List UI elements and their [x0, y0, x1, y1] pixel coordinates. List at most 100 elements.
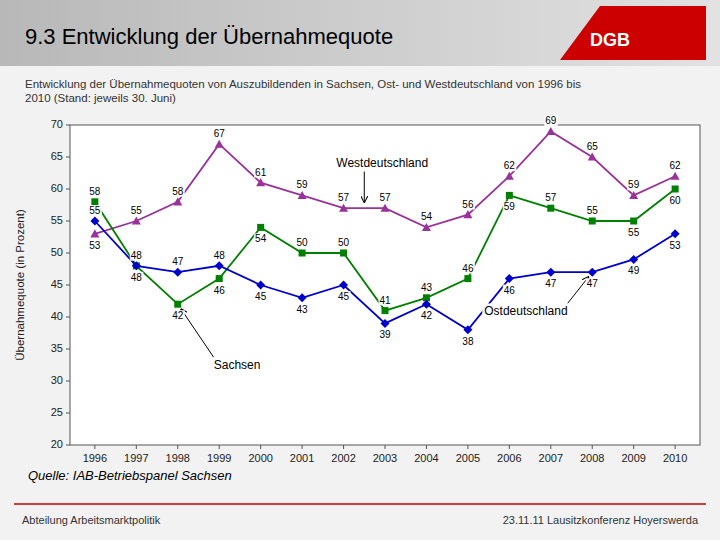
data-label-bg — [669, 240, 683, 251]
x-tick-label: 2002 — [331, 452, 355, 464]
x-tick — [260, 445, 261, 449]
data-label-text: 62 — [504, 160, 516, 171]
marker-diamond — [588, 268, 597, 277]
data-label: 60 — [669, 195, 683, 206]
marker-diamond — [381, 319, 390, 328]
marker-diamond — [505, 274, 514, 283]
data-label: 47 — [586, 278, 600, 289]
marker-triangle — [588, 153, 597, 161]
y-tick — [66, 285, 70, 286]
marker-diamond — [256, 281, 265, 290]
data-label: 59 — [503, 201, 517, 212]
y-tick — [66, 445, 70, 446]
y-tick-label: 60 — [51, 182, 63, 194]
x-tick — [94, 445, 95, 449]
series-annotation-text: Westdeutschland — [336, 156, 428, 170]
data-label-text: 45 — [338, 291, 350, 302]
data-label: 48 — [130, 272, 144, 283]
series-annotation: Ostdeutschland — [482, 303, 569, 319]
data-label-bg — [254, 233, 268, 244]
marker-diamond — [422, 300, 431, 309]
data-label: 54 — [254, 233, 268, 244]
data-label-bg — [503, 160, 517, 171]
marker-diamond — [546, 268, 555, 277]
marker-square — [630, 218, 637, 225]
data-label-bg — [378, 192, 392, 203]
data-label: 38 — [461, 336, 475, 347]
x-tick-label: 2000 — [248, 452, 272, 464]
marker-triangle — [339, 204, 348, 212]
marker-diamond — [463, 325, 472, 334]
data-label: 55 — [130, 205, 144, 216]
x-tick — [177, 445, 178, 449]
data-label-bg — [544, 192, 558, 203]
data-label-bg — [88, 205, 102, 216]
x-tick-label: 2001 — [290, 452, 314, 464]
data-label-text: 58 — [89, 186, 101, 197]
data-label-bg — [544, 115, 558, 126]
marker-triangle — [298, 191, 307, 199]
y-tick-label: 30 — [51, 374, 63, 386]
marker-triangle — [173, 197, 182, 205]
data-label-text: 57 — [338, 192, 350, 203]
marker-square — [589, 218, 596, 225]
marker-square — [382, 307, 389, 314]
data-label: 46 — [213, 285, 227, 296]
footer-right: 23.11.11 Lausitzkonferenz Hoyerswerda — [503, 514, 699, 526]
data-label: 45 — [254, 291, 268, 302]
data-label-text: 62 — [670, 160, 682, 171]
data-label-text: 39 — [379, 329, 391, 340]
data-label: 39 — [378, 329, 392, 340]
data-label-bg — [627, 265, 641, 276]
x-tick — [550, 445, 551, 449]
data-label-text: 55 — [587, 205, 599, 216]
marker-diamond — [90, 217, 99, 226]
title: 9.3 Entwicklung der Übernahmequote — [25, 24, 393, 49]
data-label: 59 — [627, 179, 641, 190]
marker-square — [299, 250, 306, 257]
data-label-bg — [130, 272, 144, 283]
logo — [560, 6, 706, 60]
data-label: 57 — [544, 192, 558, 203]
y-tick-label: 50 — [51, 246, 63, 258]
data-label-bg — [461, 336, 475, 347]
subtitle-line: 2010 (Stand: jeweils 30. Juni) — [25, 92, 176, 104]
x-tick-label: 1998 — [166, 452, 190, 464]
data-label-text: 46 — [462, 263, 474, 274]
x-tick-label: 2006 — [497, 452, 521, 464]
data-label: 45 — [337, 291, 351, 302]
marker-diamond — [629, 255, 638, 264]
data-label-text: 55 — [131, 205, 143, 216]
plot-frame — [70, 125, 700, 445]
data-label-bg — [130, 250, 144, 261]
footer-left: Abteilung Arbeitsmarktpolitik — [22, 514, 161, 526]
data-label: 67 — [213, 128, 227, 139]
annotation-arrow — [568, 277, 589, 303]
data-label-bg — [171, 256, 185, 267]
data-label-bg — [337, 192, 351, 203]
series-line — [95, 221, 675, 330]
data-label-bg — [503, 201, 517, 212]
marker-square — [257, 224, 264, 231]
marker-diamond — [215, 261, 224, 270]
y-tick-label: 35 — [51, 342, 63, 354]
data-label-text: 43 — [421, 282, 433, 293]
data-label: 55 — [627, 227, 641, 238]
x-tick — [426, 445, 427, 449]
marker-square — [547, 205, 554, 212]
data-label-bg — [213, 128, 227, 139]
x-tick — [219, 445, 220, 449]
data-label-text: 50 — [338, 237, 350, 248]
data-label: 50 — [337, 237, 351, 248]
data-label-bg — [586, 278, 600, 289]
plot-area — [70, 125, 700, 445]
annotation-bg — [482, 303, 569, 319]
data-label-text: 42 — [172, 310, 184, 321]
chart: 9.3 Entwicklung der ÜbernahmequoteDGBEnt… — [0, 0, 720, 540]
marker-triangle — [381, 204, 390, 212]
source: Quelle: IAB-Betriebspanel Sachsen — [28, 468, 232, 483]
data-label: 46 — [461, 263, 475, 274]
x-tick-label: 2010 — [663, 452, 687, 464]
data-label: 48 — [213, 250, 227, 261]
data-label: 58 — [171, 186, 185, 197]
